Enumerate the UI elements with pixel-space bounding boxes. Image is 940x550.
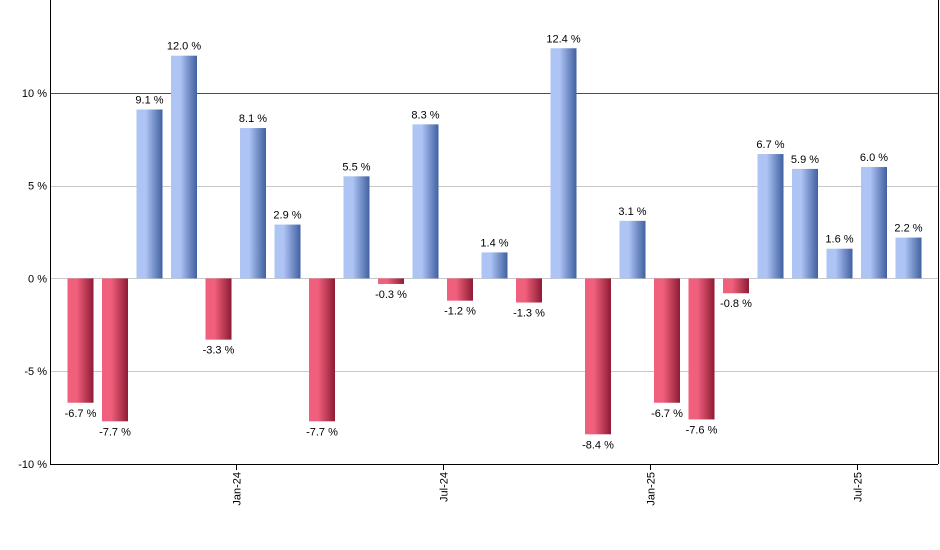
bar <box>171 55 197 279</box>
data-label: -6.7 % <box>651 408 683 420</box>
data-label: -0.8 % <box>720 298 752 310</box>
data-label: 1.4 % <box>480 237 508 249</box>
x-tick-label: Jan-24 <box>232 472 244 506</box>
x-tick-label: Jul-24 <box>439 472 451 502</box>
data-label: 9.1 % <box>135 95 163 107</box>
data-label: 6.7 % <box>756 139 784 151</box>
data-label: -7.7 % <box>99 426 131 438</box>
bar <box>136 109 163 279</box>
data-label: 3.1 % <box>618 206 646 218</box>
data-label: -1.2 % <box>444 306 476 318</box>
y-tick-label: 0 % <box>28 273 47 285</box>
bar <box>516 278 542 303</box>
data-label: 5.5 % <box>342 161 370 173</box>
bar <box>102 278 128 422</box>
bar <box>378 278 404 284</box>
bars <box>67 48 922 435</box>
bar <box>619 220 646 279</box>
bar <box>205 278 232 340</box>
bar <box>309 278 335 422</box>
data-label: 2.2 % <box>894 223 922 235</box>
bar <box>447 278 473 301</box>
bar <box>585 278 611 435</box>
bar <box>654 278 680 403</box>
bar <box>723 278 749 294</box>
data-label: -0.3 % <box>375 289 407 301</box>
bar <box>67 278 94 403</box>
bar <box>792 168 818 279</box>
data-label: -1.3 % <box>513 308 545 320</box>
data-label: -3.3 % <box>203 345 235 357</box>
data-label: 6.0 % <box>860 152 888 164</box>
bar <box>895 237 922 279</box>
y-tick-label: -10 % <box>18 459 47 471</box>
bar <box>481 252 508 279</box>
axes: 10 % 5 % 0 % -5 % -10 % Jan-24 Jul-24 Jan-25 Jul… <box>18 0 939 506</box>
y-tick-label: 10 % <box>22 88 47 100</box>
data-label: -7.6 % <box>686 424 718 436</box>
y-tick-label: -5 % <box>24 366 47 378</box>
bar <box>412 124 439 279</box>
data-label: -7.7 % <box>306 426 338 438</box>
bar <box>550 48 577 279</box>
data-label: -8.4 % <box>582 439 614 451</box>
data-label: 12.0 % <box>167 41 201 53</box>
data-label: -6.7 % <box>65 408 97 420</box>
bar <box>757 154 784 279</box>
data-label: 2.9 % <box>273 210 301 222</box>
bar <box>826 248 853 279</box>
data-label: 8.3 % <box>411 109 439 121</box>
bar <box>688 278 715 420</box>
bar <box>240 128 266 279</box>
data-label: 5.9 % <box>791 154 819 166</box>
bar <box>343 176 370 279</box>
x-tick-label: Jul-25 <box>853 472 865 502</box>
y-tick-label: 5 % <box>28 181 47 193</box>
data-label: 8.1 % <box>239 113 267 125</box>
data-label: 1.6 % <box>825 234 853 246</box>
data-labels: -6.7 %-7.7 %9.1 %12.0 %-3.3 %8.1 %2.9 %-… <box>65 33 923 451</box>
bar <box>861 167 887 279</box>
x-tick-label: Jan-25 <box>646 472 658 506</box>
data-label: 12.4 % <box>546 33 580 45</box>
bar <box>274 224 301 279</box>
